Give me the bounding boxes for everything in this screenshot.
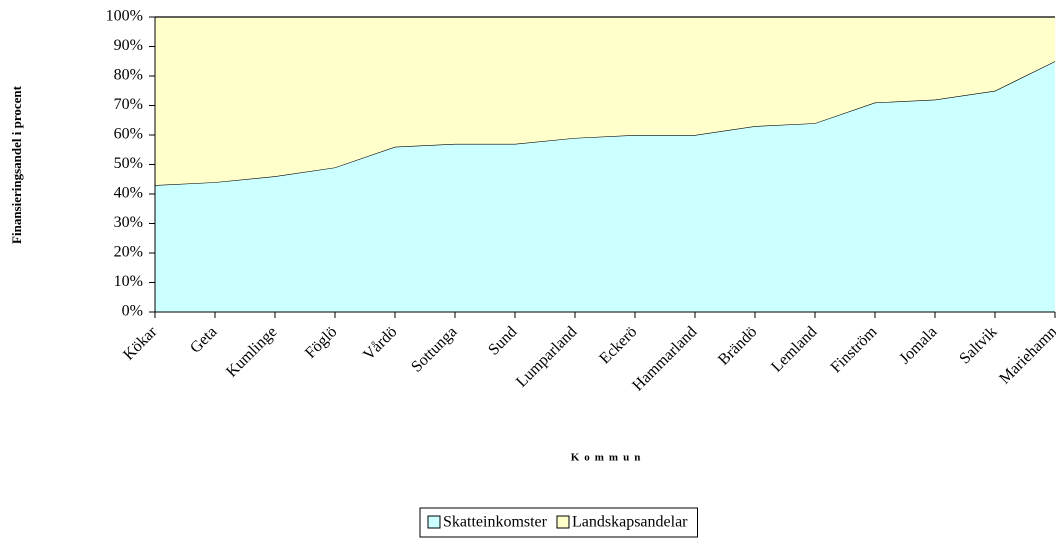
y-tick-label: 70% bbox=[114, 96, 143, 113]
y-tick-label: 60% bbox=[114, 126, 143, 143]
x-tick-label: Kumlinge bbox=[223, 323, 280, 380]
x-tick-label: Hammarland bbox=[629, 323, 700, 394]
y-tick-label: 0% bbox=[122, 303, 143, 320]
y-axis-title: Finansieringsandel i procent bbox=[9, 85, 24, 244]
x-tick-label: Jomala bbox=[896, 323, 940, 367]
y-tick-label: 30% bbox=[114, 214, 143, 231]
y-tick-label: 80% bbox=[114, 67, 143, 84]
x-tick-label: Kökar bbox=[120, 323, 161, 364]
legend-swatch bbox=[427, 515, 441, 529]
x-tick-label: Mariehamn bbox=[996, 323, 1056, 387]
x-tick-label: Sottunga bbox=[408, 323, 460, 375]
x-tick-label: Vårdö bbox=[360, 323, 400, 363]
area bbox=[155, 61, 1055, 312]
legend-swatch bbox=[556, 515, 570, 529]
x-tick-label: Lumparland bbox=[513, 323, 580, 390]
y-tick-label: 10% bbox=[114, 273, 143, 290]
x-tick-label: Föglö bbox=[302, 323, 340, 361]
legend-label: Landskapsandelar bbox=[572, 514, 688, 531]
x-tick-label: Brändö bbox=[715, 323, 760, 368]
x-axis-title: Kommun bbox=[571, 452, 646, 464]
x-tick-label: Saltvik bbox=[956, 323, 1000, 367]
x-tick-label: Sund bbox=[485, 323, 520, 358]
y-tick-label: 40% bbox=[114, 185, 143, 202]
x-tick-label: Eckerö bbox=[596, 323, 640, 367]
legend: Skatteinkomster Landskapsandelar bbox=[419, 507, 698, 538]
y-tick-label: 20% bbox=[114, 244, 143, 261]
legend-label: Skatteinkomster bbox=[443, 514, 548, 531]
area bbox=[155, 17, 1055, 186]
y-tick-label: 50% bbox=[114, 155, 143, 172]
y-tick-label: 90% bbox=[114, 37, 143, 54]
y-tick-label: 100% bbox=[106, 8, 143, 25]
x-tick-label: Finström bbox=[828, 323, 881, 376]
x-tick-label: Geta bbox=[187, 323, 220, 356]
x-tick-label: Lemland bbox=[768, 323, 820, 375]
